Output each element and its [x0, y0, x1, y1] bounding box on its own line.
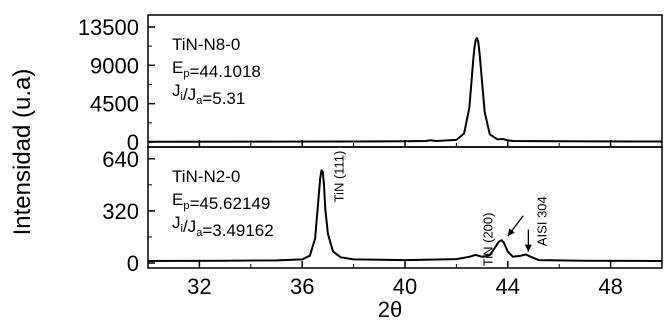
x-tick-label: 32 [187, 274, 211, 299]
panel-1-y-tick-label: 9000 [90, 53, 139, 78]
x-tick-label: 44 [496, 274, 520, 299]
panel-2-series-line [147, 169, 663, 262]
panel-1-legend-line: TiN-N8-0 [172, 35, 240, 54]
peak-annotation: AISI 304 [534, 196, 549, 246]
panel-1-y-tick-label: 0 [127, 130, 139, 155]
x-tick-label: 40 [393, 274, 417, 299]
panel-1-y-tick-label: 4500 [90, 92, 139, 117]
panel-1-legend-line: Ji/Ja=5.31 [172, 81, 245, 108]
x-tick-label: 36 [290, 274, 314, 299]
panel-2-legend-line: TiN-N2-0 [172, 167, 240, 186]
peak-annotation: TiN (111) [331, 151, 346, 203]
annotation-arrowhead [507, 228, 515, 237]
panel-1-legend-line: Ep=44.1018 [172, 58, 261, 81]
annotation-arrowhead [524, 244, 532, 252]
x-tick-label: 48 [598, 274, 622, 299]
panel-2-legend-line: Ep=45.62149 [172, 190, 270, 213]
panel-2-legend-line: Ji/Ja=3.49162 [172, 213, 274, 240]
panel-2-y-tick-label: 640 [102, 147, 139, 172]
peak-annotation: TiN (200) [480, 213, 495, 267]
panel-1-y-tick-label: 13500 [78, 15, 139, 40]
y-axis-label: Intensidad (u.a) [9, 69, 36, 236]
panel-2-y-tick-label: 320 [102, 199, 139, 224]
x-axis-label: 2θ [378, 297, 402, 322]
panel-2-y-tick-label: 0 [127, 251, 139, 276]
panel-1-series-line [147, 37, 663, 143]
